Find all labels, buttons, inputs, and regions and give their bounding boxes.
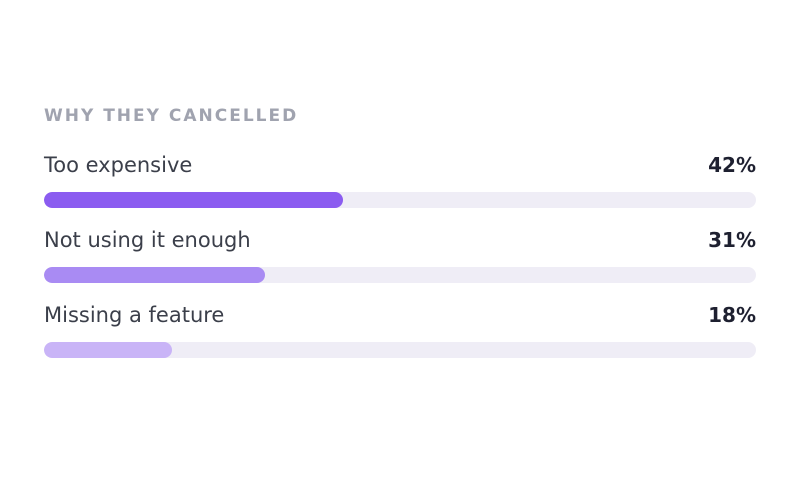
bar-label: Not using it enough: [44, 228, 251, 252]
bar-fill: [44, 267, 265, 283]
bar-fill: [44, 192, 344, 208]
bar-value-label: 18%: [708, 303, 756, 327]
bar-label: Missing a feature: [44, 303, 225, 327]
section-title: WHY THEY CANCELLED: [44, 106, 299, 126]
bar-row: Too expensive 42%: [44, 150, 756, 208]
bar-value-label: 31%: [708, 228, 756, 252]
bar-fill: [44, 342, 173, 358]
bar-track: [44, 342, 756, 358]
bar-track: [44, 267, 756, 283]
bar-value-label: 42%: [708, 153, 756, 177]
bar-label: Too expensive: [44, 153, 193, 177]
bar-row: Not using it enough 31%: [44, 225, 756, 283]
bar-row: Missing a feature 18%: [44, 300, 756, 358]
cancellation-reasons-card: WHY THEY CANCELLED Too expensive 42% Not…: [44, 104, 756, 375]
bar-track: [44, 192, 756, 208]
